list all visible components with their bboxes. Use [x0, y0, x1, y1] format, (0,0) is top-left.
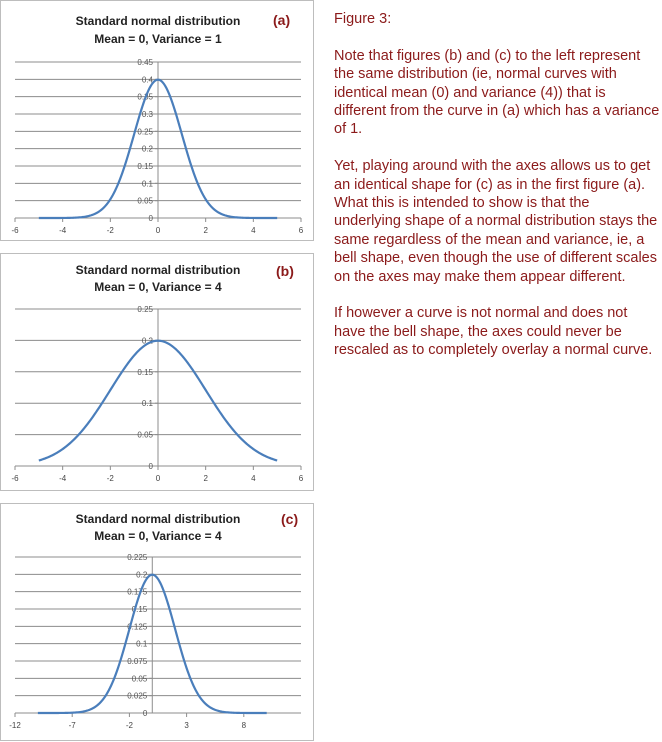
- x-tick-label: 0: [156, 226, 161, 235]
- y-tick-label: 0.3: [142, 110, 154, 119]
- chart-label: (b): [276, 263, 294, 279]
- normal-curve: [38, 78, 278, 220]
- chart-subtitle: Mean = 0, Variance = 4: [94, 280, 222, 294]
- y-tick-label: 0.2: [142, 145, 154, 154]
- chart-a: Standard normal distribution Mean = 0, V…: [0, 0, 314, 241]
- chart-title: Standard normal distribution: [75, 263, 241, 277]
- note-paragraph: If however a curve is not normal and doe…: [334, 305, 653, 359]
- plot-area: 0 0.025 0.05 0.075 0.1 0.125 0.15 0.175 0.2 0.225…: [9, 553, 301, 730]
- y-tick-label: 0.15: [132, 605, 148, 614]
- x-tick-label: -6: [11, 226, 19, 235]
- y-tick-label: 0.2: [136, 570, 148, 579]
- y-tick-label: 0: [149, 462, 154, 471]
- y-tick-label: 0: [143, 709, 148, 718]
- normal-curve: [37, 573, 267, 715]
- y-tick-label: 0.025: [127, 692, 148, 701]
- x-tick-label: -6: [11, 474, 19, 483]
- y-tick-label: 0.25: [137, 305, 153, 314]
- y-tick-label: 0.1: [142, 179, 154, 188]
- y-tick-label: 0.05: [137, 431, 153, 440]
- y-tick-label: 0: [149, 214, 154, 223]
- x-tick-label: -2: [107, 474, 115, 483]
- x-tick-label: 6: [299, 226, 304, 235]
- plot-area: 00.050.10.150.20.250.30.350.40.45-6 -4 -2 0…: [11, 58, 304, 235]
- chart-c: Standard normal distribution Mean = 0, V…: [0, 503, 314, 741]
- plot-area: 0 0.05 0.1 0.15 0.2 0.25 -6 -4 -2 0 2 4 6: [11, 305, 304, 483]
- y-tick-label: 0.4: [142, 75, 154, 84]
- x-tick-label: -4: [59, 226, 67, 235]
- figure-note: Figure 3: Note that figures (b) and (c) …: [334, 10, 660, 378]
- note-paragraph: Note that figures (b) and (c) to the lef…: [334, 47, 660, 138]
- chart-title: Standard normal distribution: [75, 512, 241, 526]
- y-tick-label: 0.125: [127, 622, 148, 631]
- x-tick-label: 3: [184, 721, 189, 730]
- y-tick-label: 0.45: [137, 58, 153, 67]
- y-tick-label: 0.075: [127, 657, 148, 666]
- chart-subtitle: Mean = 0, Variance = 4: [94, 529, 222, 543]
- note-paragraph: Yet, playing around with the axes allows…: [334, 158, 658, 285]
- y-tick-label: 0.25: [137, 127, 153, 136]
- x-tick-label: -12: [9, 721, 21, 730]
- x-tick-label: -2: [107, 226, 115, 235]
- chart-subtitle: Mean = 0, Variance = 1: [94, 32, 222, 46]
- x-tick-label: 2: [203, 226, 208, 235]
- y-tick-label: 0.175: [127, 588, 148, 597]
- chart-label: (c): [281, 511, 299, 527]
- x-tick-label: -2: [126, 721, 134, 730]
- y-tick-label: 0.1: [136, 640, 148, 649]
- chart-title: Standard normal distribution: [75, 14, 241, 28]
- y-tick-label: 0.1: [142, 399, 154, 408]
- x-tick-label: 0: [156, 474, 161, 483]
- x-tick-label: -4: [59, 474, 67, 483]
- x-tick-label: 4: [251, 474, 256, 483]
- chart-b: Standard normal distribution Mean = 0, V…: [0, 253, 314, 491]
- x-tick-label: 4: [251, 226, 256, 235]
- y-tick-label: 0.05: [137, 197, 153, 206]
- normal-curve: [38, 339, 278, 462]
- x-tick-label: 8: [242, 721, 247, 730]
- y-tick-label: 0.05: [132, 674, 148, 683]
- y-tick-label: 0.15: [137, 162, 153, 171]
- note-heading: Figure 3:: [334, 11, 392, 27]
- x-tick-label: 6: [299, 474, 304, 483]
- chart-label: (a): [273, 12, 291, 28]
- y-tick-label: 0.2: [142, 336, 154, 345]
- y-tick-label: 0.15: [137, 368, 153, 377]
- x-tick-label: 2: [203, 474, 208, 483]
- x-tick-label: -7: [69, 721, 77, 730]
- y-tick-label: 0.225: [127, 553, 148, 562]
